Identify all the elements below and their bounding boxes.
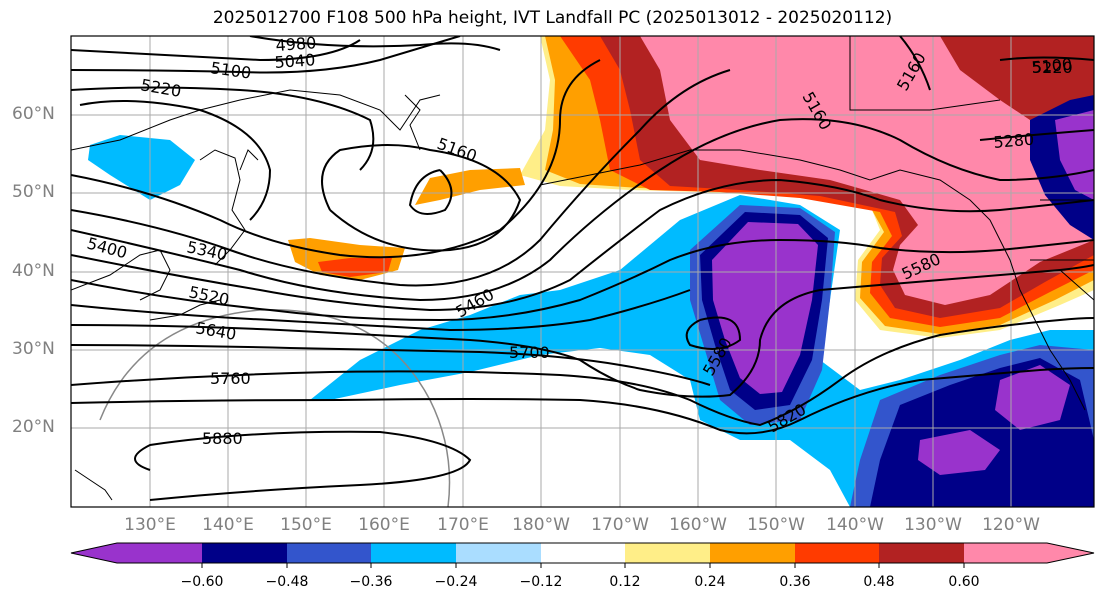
ivt-negative-west <box>88 135 195 200</box>
lat-label-50n: 50°N <box>12 182 55 202</box>
colorbar-tick-label: 0.36 <box>779 574 811 590</box>
height-contours <box>71 36 1094 501</box>
range-circle <box>99 309 451 507</box>
contour-label: 5880 <box>202 429 243 448</box>
map-plot: 4980 5040 5100 5160 5220 5160 5100 5160 … <box>70 33 1095 508</box>
lat-label-30n: 30°N <box>12 339 55 359</box>
graticule <box>71 36 1094 507</box>
map-frame <box>70 35 1095 508</box>
lon-label-120w: 120°W <box>982 515 1040 535</box>
contour-label: 5040 <box>274 50 316 72</box>
contour-label: 5700 <box>509 343 550 362</box>
lat-label-20n: 20°N <box>12 417 55 437</box>
colorbar-tick-label: 0.12 <box>609 574 641 590</box>
lon-label-160e: 160°E <box>358 515 410 535</box>
lat-label-60n: 60°N <box>12 104 55 124</box>
lon-label-160w: 160°W <box>669 515 727 535</box>
contour-label: 5760 <box>210 369 251 388</box>
colorbar-tick-label: 0.60 <box>948 574 980 590</box>
ivt-negative-se-060b <box>918 430 1000 475</box>
coastlines <box>71 36 1094 501</box>
lon-label-170w: 170°W <box>591 515 649 535</box>
colorbar-tick-label: 0.48 <box>863 574 895 590</box>
lon-label-170e: 170°E <box>437 515 489 535</box>
lon-label-140e: 140°E <box>202 515 254 535</box>
ivt-negative-060 <box>712 222 818 394</box>
colorbar-tick-label: −0.24 <box>434 574 478 590</box>
colorbar-ticks <box>201 563 965 568</box>
lon-label-130e: 130°E <box>124 515 176 535</box>
map-title: 2025012700 F108 500 hPa height, IVT Land… <box>212 8 893 28</box>
colorbar-tick-label: −0.60 <box>180 574 224 590</box>
lon-label-140w: 140°W <box>826 515 884 535</box>
ivt-negative-se-060 <box>995 365 1070 430</box>
lon-label-130w: 130°W <box>904 515 962 535</box>
colorbar-tick-label: 0.24 <box>694 574 726 590</box>
lat-label-40n: 40°N <box>12 261 55 281</box>
colorbar-tick-label: −0.36 <box>349 574 393 590</box>
colorbar-tick-label: −0.12 <box>519 574 563 590</box>
lon-label-180w: 180°W <box>512 515 570 535</box>
colorbar-tick-label: −0.48 <box>265 574 309 590</box>
contour-label: 5220 <box>1032 58 1073 77</box>
contour-label: 5280 <box>993 130 1035 152</box>
lon-label-150e: 150°E <box>280 515 332 535</box>
contour-label: 5100 <box>1031 55 1073 77</box>
lon-label-150w: 150°W <box>747 515 805 535</box>
contour-label: 4980 <box>275 33 317 55</box>
ivt-positive-blob-a <box>415 168 525 205</box>
